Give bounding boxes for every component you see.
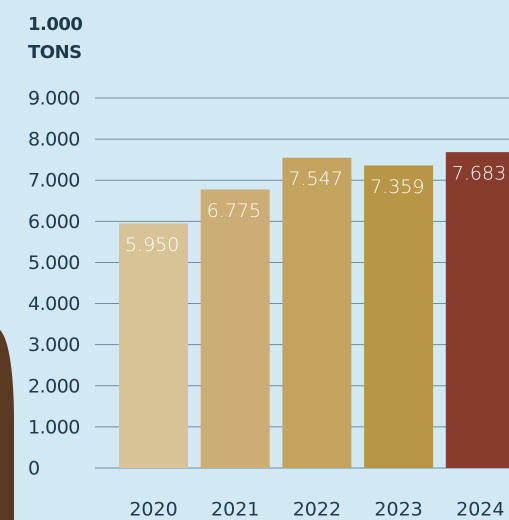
y-tick-label: 6.000 [28, 211, 80, 233]
y-tick-label: 9.000 [28, 88, 80, 110]
photo-fragment [0, 330, 14, 520]
value-label: 7.683 [452, 163, 506, 185]
y-tick-label: 7.000 [28, 170, 80, 192]
unit-label: TONS [28, 42, 82, 63]
value-label: 7.547 [288, 168, 342, 190]
bar [364, 165, 434, 469]
bar [282, 157, 352, 469]
value-label: 5.950 [125, 234, 179, 256]
value-label: 7.359 [370, 176, 424, 198]
y-tick-label: 0 [28, 458, 40, 480]
y-tick-label: 8.000 [28, 129, 80, 151]
y-tick-label: 3.000 [28, 334, 80, 356]
bar [119, 223, 188, 468]
y-tick-label: 1.000 [28, 416, 80, 438]
x-tick-label: 2021 [211, 499, 259, 520]
x-tick-label: 2020 [129, 499, 177, 520]
x-tick-label: 2022 [293, 499, 341, 520]
bar [445, 152, 509, 469]
x-tick-label: 2023 [374, 499, 422, 520]
y-tick-label: 5.000 [28, 252, 80, 274]
y-tick-label: 4.000 [28, 293, 80, 315]
x-tick-label: 2024 [456, 499, 504, 520]
y-tick-label: 2.000 [28, 375, 80, 397]
value-label: 6.775 [207, 200, 261, 222]
bar [200, 189, 270, 468]
unit-label: 1.000 [28, 14, 82, 35]
